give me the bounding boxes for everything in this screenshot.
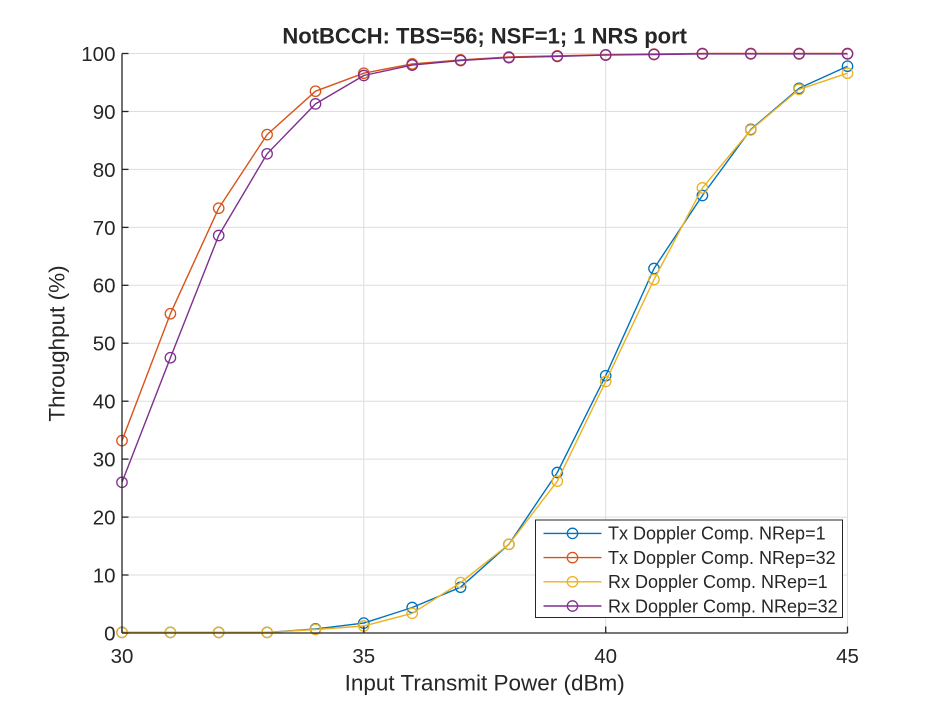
svg-text:Tx Doppler Comp. NRep=1: Tx Doppler Comp. NRep=1 [608,524,826,544]
svg-text:40: 40 [594,645,617,668]
svg-text:Tx Doppler Comp. NRep=32: Tx Doppler Comp. NRep=32 [608,548,836,568]
svg-text:80: 80 [93,159,116,182]
svg-text:Input Transmit Power (dBm): Input Transmit Power (dBm) [345,671,625,696]
svg-text:35: 35 [352,645,375,668]
svg-text:90: 90 [93,101,116,124]
svg-text:70: 70 [93,217,116,240]
svg-text:100: 100 [81,43,115,66]
svg-text:NotBCCH: TBS=56; NSF=1; 1 NRS: NotBCCH: TBS=56; NSF=1; 1 NRS port [282,24,687,49]
svg-text:0: 0 [104,622,115,645]
svg-text:20: 20 [93,507,116,530]
svg-text:45: 45 [836,645,859,668]
svg-text:Rx Doppler Comp. NRep=32: Rx Doppler Comp. NRep=32 [608,596,838,616]
svg-text:60: 60 [93,275,116,298]
svg-text:40: 40 [93,391,116,414]
svg-text:Throughput (%): Throughput (%) [45,265,70,421]
svg-text:30: 30 [111,645,134,668]
svg-text:Rx Doppler Comp. NRep=1: Rx Doppler Comp. NRep=1 [608,572,828,592]
svg-text:50: 50 [93,333,116,356]
svg-text:30: 30 [93,449,116,472]
svg-text:10: 10 [93,564,116,587]
